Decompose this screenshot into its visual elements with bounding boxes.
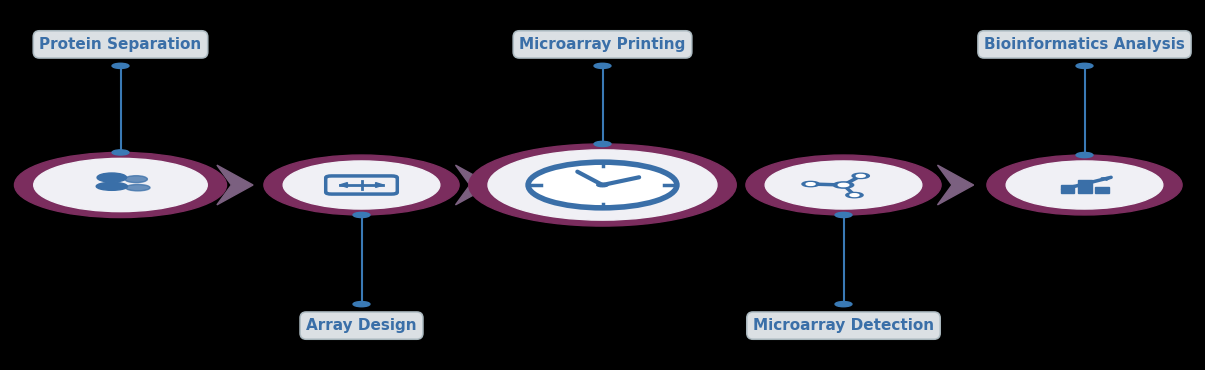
Bar <box>1078 180 1092 194</box>
Circle shape <box>528 162 677 208</box>
Circle shape <box>594 63 611 68</box>
Text: Microarray Printing: Microarray Printing <box>519 37 686 52</box>
Polygon shape <box>340 183 347 187</box>
Circle shape <box>283 161 440 209</box>
Circle shape <box>112 63 129 68</box>
Circle shape <box>98 173 127 182</box>
Circle shape <box>353 302 370 307</box>
Circle shape <box>834 182 853 188</box>
Ellipse shape <box>96 182 128 190</box>
Circle shape <box>34 158 207 212</box>
Circle shape <box>1006 161 1163 209</box>
Circle shape <box>765 161 922 209</box>
Text: Microarray Detection: Microarray Detection <box>753 318 934 333</box>
Circle shape <box>596 183 609 187</box>
Circle shape <box>488 150 717 220</box>
Circle shape <box>839 184 848 186</box>
Circle shape <box>1076 63 1093 68</box>
Circle shape <box>850 194 859 196</box>
Circle shape <box>112 150 129 155</box>
Text: Protein Separation: Protein Separation <box>40 37 201 52</box>
Ellipse shape <box>125 185 149 191</box>
Circle shape <box>857 175 865 177</box>
Polygon shape <box>937 165 974 205</box>
Circle shape <box>264 155 459 215</box>
Polygon shape <box>217 165 253 205</box>
Circle shape <box>469 144 736 226</box>
Circle shape <box>835 212 852 218</box>
Polygon shape <box>376 183 383 187</box>
Circle shape <box>1076 152 1093 158</box>
Circle shape <box>803 181 819 187</box>
Circle shape <box>806 183 815 185</box>
Polygon shape <box>696 165 733 205</box>
Circle shape <box>125 176 147 183</box>
Circle shape <box>594 141 611 147</box>
Bar <box>1062 185 1075 194</box>
Circle shape <box>846 192 863 198</box>
Polygon shape <box>455 165 492 205</box>
Circle shape <box>987 155 1182 215</box>
Circle shape <box>835 302 852 307</box>
Circle shape <box>353 212 370 218</box>
Text: Bioinformatics Analysis: Bioinformatics Analysis <box>984 37 1185 52</box>
Circle shape <box>852 173 869 178</box>
Circle shape <box>746 155 941 215</box>
Circle shape <box>14 152 227 218</box>
Bar <box>1095 187 1109 194</box>
Text: Array Design: Array Design <box>306 318 417 333</box>
Polygon shape <box>1101 177 1111 180</box>
